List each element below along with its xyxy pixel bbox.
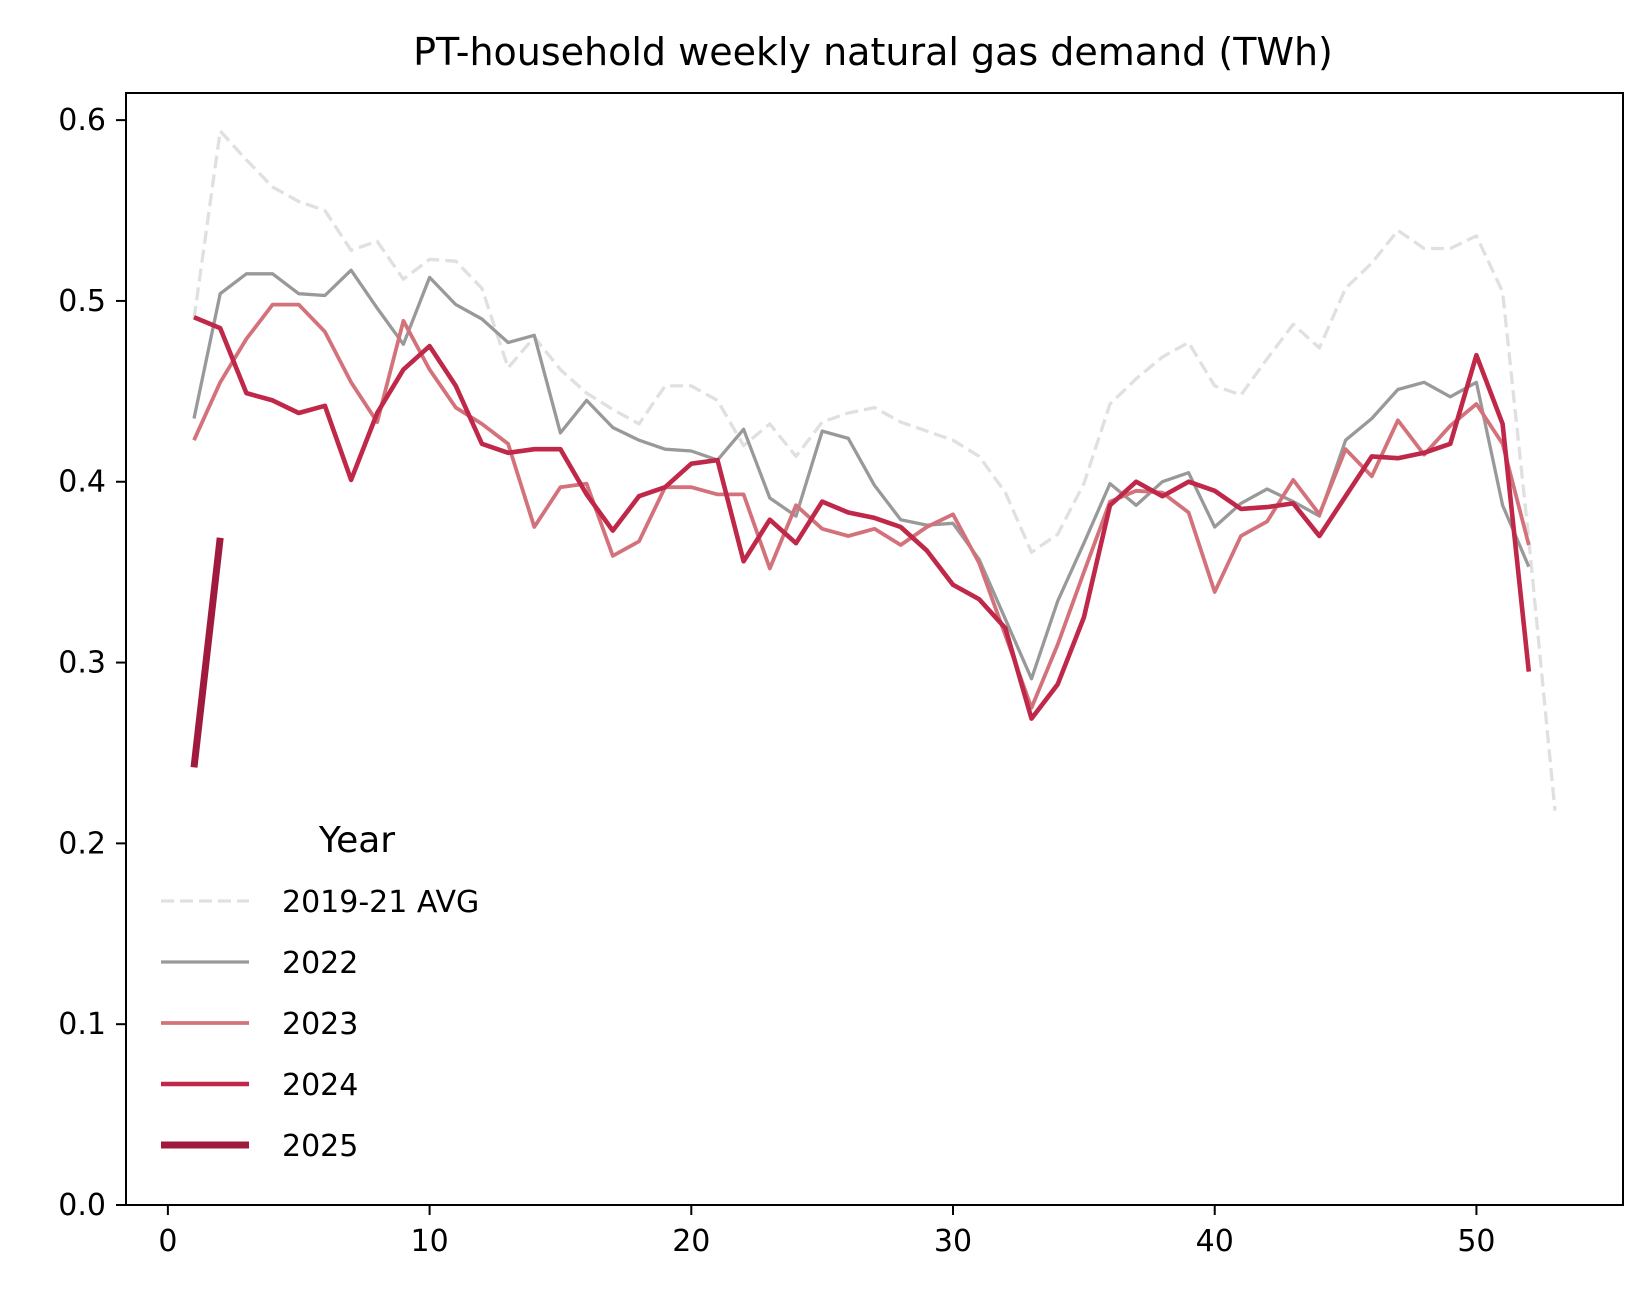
series-line-1 xyxy=(192,268,1531,681)
legend-label-3: 2024 xyxy=(282,1068,358,1103)
x-axis: 0 10 20 30 40 50 xyxy=(158,1205,1496,1259)
x-tick-label: 40 xyxy=(1196,1224,1234,1259)
y-tick-label: 0.6 xyxy=(58,103,106,138)
series-line-0 xyxy=(192,129,1557,811)
x-tick-label: 30 xyxy=(934,1224,972,1259)
y-axis: 0.0 0.1 0.2 0.3 0.4 0.5 0.6 xyxy=(58,103,126,1223)
chart-title: PT-household weekly natural gas demand (… xyxy=(413,30,1333,74)
series-line-4 xyxy=(190,537,224,768)
x-tick-label: 0 xyxy=(158,1224,177,1259)
legend-label-2: 2023 xyxy=(282,1007,358,1042)
legend: Year 2019-21 AVG 2022 2023 2024 2025 xyxy=(161,820,479,1164)
x-tick-label: 20 xyxy=(672,1224,710,1259)
y-tick-label: 0.1 xyxy=(58,1007,106,1042)
y-tick-label: 0.3 xyxy=(58,646,106,681)
y-tick-label: 0.4 xyxy=(58,465,106,500)
legend-title: Year xyxy=(318,820,395,861)
y-tick-label: 0.2 xyxy=(58,826,106,861)
series-line-2 xyxy=(192,302,1531,710)
y-tick-label: 0.5 xyxy=(58,284,106,319)
series-line-3 xyxy=(193,315,1532,721)
legend-label-4: 2025 xyxy=(282,1129,358,1164)
legend-label-0: 2019-21 AVG xyxy=(282,885,479,920)
legend-label-1: 2022 xyxy=(282,946,358,981)
x-tick-label: 10 xyxy=(410,1224,448,1259)
plot-frame xyxy=(125,92,1624,1206)
x-tick-label: 50 xyxy=(1457,1224,1495,1259)
series-layer xyxy=(190,129,1557,811)
y-tick-label: 0.0 xyxy=(58,1188,106,1223)
legend-items: 2019-21 AVG 2022 2023 2024 2025 xyxy=(161,885,479,1164)
